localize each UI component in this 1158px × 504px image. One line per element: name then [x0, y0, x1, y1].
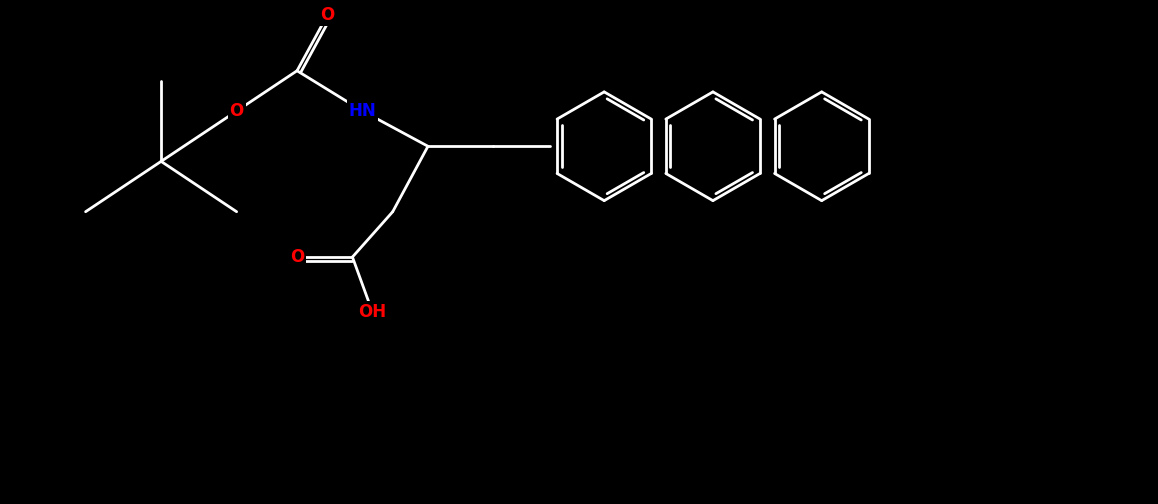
Text: O: O [229, 102, 244, 120]
Text: O: O [320, 7, 335, 24]
Text: O: O [290, 248, 305, 266]
Text: OH: OH [359, 303, 387, 322]
Text: HN: HN [349, 102, 376, 120]
